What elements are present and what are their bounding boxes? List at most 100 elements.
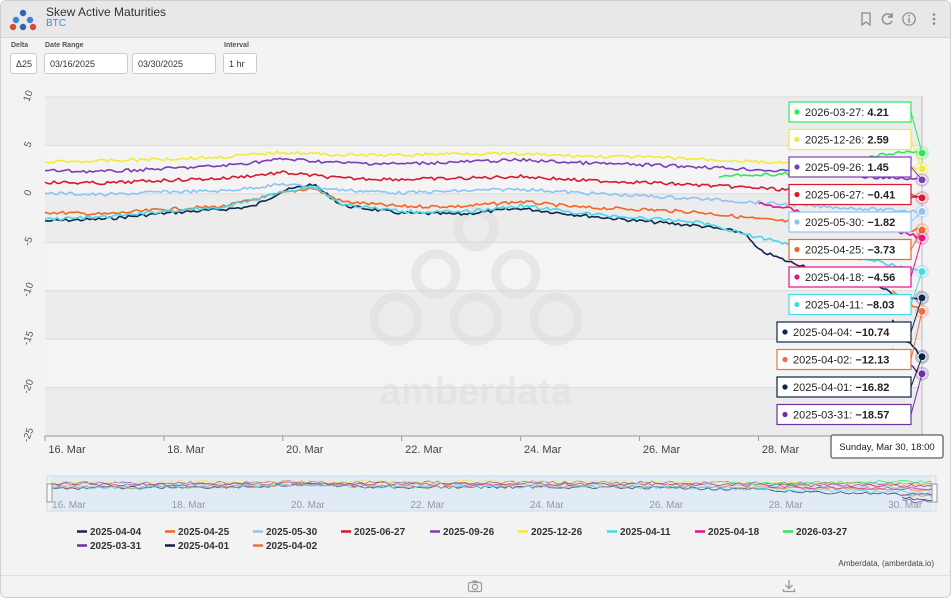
navigator-tick-label: 30. Mar: [888, 500, 923, 511]
navigator-tick-label: 28. Mar: [769, 500, 804, 511]
camera-icon[interactable]: [467, 579, 483, 593]
legend-item-2025-04-11[interactable]: 2025-04-11: [607, 527, 671, 538]
legend-label: 2025-04-18: [708, 527, 760, 538]
legend-item-2026-03-27[interactable]: 2026-03-27: [783, 527, 848, 538]
label-date: 2025-04-18:: [805, 272, 867, 284]
y-tick-label: -20: [21, 378, 36, 396]
label-box: [788, 238, 912, 261]
label-text: 2025-09-26: 1.45: [805, 162, 889, 174]
label-date: 2025-12-26:: [805, 135, 867, 147]
label-dot: [794, 301, 800, 308]
watermark-ring: [411, 249, 461, 299]
value-label-2025-04-11: 2025-04-11: −8.03: [788, 271, 923, 316]
navigator: 16. Mar 18. Mar 20. Mar 22. Mar 24. Mar 26. M…: [46, 475, 938, 512]
label-dot: [794, 219, 800, 225]
delta-select[interactable]: Δ25: [10, 53, 37, 74]
plot-area: amberdata 10 5 0 -5 -10 -15 -20 -25 16. Mar 18. Ma…: [1, 79, 950, 579]
label-dot: [782, 384, 788, 390]
label-box: [776, 321, 912, 343]
navigator-line-2026-03-27: [727, 479, 933, 486]
label-text: 2025-04-02: −12.13: [793, 355, 889, 367]
value-label-2025-12-26: 2025-12-26: 2.59: [788, 128, 923, 169]
legend-item-2025-04-18[interactable]: 2025-04-18: [695, 527, 760, 538]
label-dot: [794, 136, 800, 143]
y-tick-label: -15: [21, 329, 36, 347]
series-line-2025-04-25: [44, 187, 923, 232]
download-icon[interactable]: [782, 579, 796, 593]
label-value: −18.57: [855, 410, 889, 422]
legend-item-2025-04-04[interactable]: 2025-04-04: [77, 527, 142, 538]
label-date: 2025-04-04:: [793, 327, 855, 339]
label-value: −12.13: [855, 355, 889, 367]
date-start-input[interactable]: 03/16/2025: [44, 53, 128, 74]
watermark-ring: [369, 292, 423, 346]
more-icon[interactable]: [926, 11, 942, 27]
label-text: 2025-04-04: −10.74: [793, 327, 890, 339]
y-tick-label: 10: [22, 89, 36, 104]
navigator-tick-label: 20. Mar: [291, 500, 326, 511]
label-dot: [794, 164, 800, 170]
label-value: −1.82: [867, 217, 895, 229]
label-text: 2025-04-01: −16.82: [793, 382, 889, 394]
watermark-ring: [453, 206, 499, 252]
navigator-line-2025-04-18: [767, 484, 933, 491]
label-dot: [794, 274, 800, 280]
refresh-icon[interactable]: [879, 11, 895, 27]
label-value: −3.73: [867, 245, 895, 257]
label-box: [788, 156, 912, 178]
widget-footer: [1, 575, 950, 597]
label-date: 2025-04-25:: [805, 245, 867, 257]
crosshair-tooltip: Sunday, Mar 30, 18:00: [830, 434, 944, 459]
label-connector: [910, 211, 923, 223]
label-connector: [910, 166, 923, 181]
tooltip-box: [830, 434, 944, 459]
value-label-2025-04-25: 2025-04-25: −3.73: [788, 229, 923, 261]
label-date: 2025-03-31:: [793, 410, 855, 422]
label-dot: [782, 356, 788, 363]
date-end-input[interactable]: 03/30/2025: [132, 53, 216, 74]
legend-label: 2025-04-04: [90, 527, 142, 538]
y-tick-label: -10: [21, 281, 36, 299]
label-dot: [794, 246, 800, 253]
skew-chart[interactable]: amberdata 10 5 0 -5 -10 -15 -20 -25 16. Mar 18. Ma…: [1, 79, 950, 579]
legend-item-2025-04-25[interactable]: 2025-04-25: [165, 527, 230, 538]
navigator-line-2025-12-26: [50, 479, 933, 485]
interval-select[interactable]: 1 hr: [223, 53, 257, 74]
label-dot: [782, 411, 788, 418]
label-connector: [910, 271, 923, 305]
tooltip-text: Sunday, Mar 30, 18:00: [839, 442, 934, 453]
label-value: 4.21: [867, 107, 888, 119]
label-value: −8.03: [867, 300, 895, 312]
widget-title: Skew Active Maturities: [46, 5, 167, 19]
label-connector: [910, 229, 923, 250]
label-value: −16.82: [855, 382, 889, 394]
label-text: 2025-04-25: −3.73: [805, 245, 895, 257]
info-icon[interactable]: [901, 11, 917, 27]
legend-item-2025-03-31[interactable]: 2025-03-31: [77, 541, 142, 552]
legend-item-2025-05-30[interactable]: 2025-05-30: [253, 527, 318, 538]
label-date: 2025-04-02:: [793, 355, 855, 367]
navigator-tick-label: 22. Mar: [410, 500, 445, 511]
series-line-2025-09-26: [45, 157, 923, 181]
legend-item-2025-12-26[interactable]: 2025-12-26: [518, 527, 583, 538]
legend-label: 2025-06-27: [354, 527, 406, 538]
label-box: [788, 183, 912, 206]
label-date: 2026-03-27:: [805, 107, 867, 119]
bookmark-icon[interactable]: [858, 11, 874, 27]
navigator-line-2025-09-26: [50, 480, 933, 486]
watermark-ring: [529, 292, 583, 346]
legend-item-2025-06-27[interactable]: 2025-06-27: [341, 527, 406, 538]
legend-item-2025-04-01[interactable]: 2025-04-01: [165, 541, 230, 552]
legend-label: 2025-04-01: [178, 541, 230, 552]
label-value: −0.41: [867, 190, 895, 202]
legend: 2025-04-04 2025-04-25 2025-05-30 2025-06-27…: [77, 527, 848, 552]
plot-band: [45, 193, 922, 243]
legend-item-2025-09-26[interactable]: 2025-09-26: [430, 527, 495, 538]
navigator-tick-label: 18. Mar: [172, 500, 207, 511]
label-box: [788, 266, 912, 288]
value-label-2025-04-04: 2025-04-04: −10.74: [776, 297, 923, 343]
label-text: 2025-05-30: −1.82: [805, 217, 895, 229]
legend-item-2025-04-02[interactable]: 2025-04-02: [253, 541, 318, 552]
x-tick-label: 20. Mar: [286, 444, 324, 456]
